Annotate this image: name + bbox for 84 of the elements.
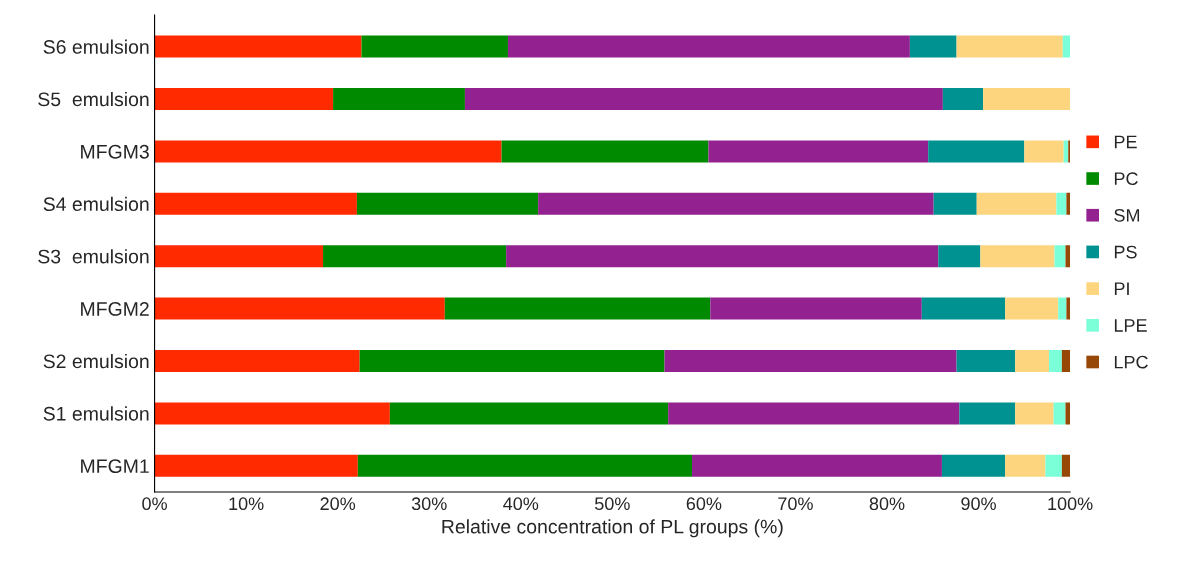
- bar: [1024, 140, 1064, 163]
- bar: [959, 402, 1016, 425]
- bar: [941, 454, 1006, 477]
- legend-label: LPC: [1114, 355, 1148, 369]
- bar: [154, 245, 324, 268]
- bar: [1062, 35, 1071, 58]
- bar: [668, 402, 960, 425]
- legend-label: PC: [1114, 172, 1138, 186]
- bar: [956, 35, 1063, 58]
- legend-label: SM: [1114, 208, 1140, 222]
- bar: [1054, 245, 1066, 268]
- bar: [333, 87, 465, 110]
- bar: [1053, 402, 1066, 425]
- bar: [1066, 297, 1071, 320]
- bar: [976, 192, 1057, 215]
- y-tick-label: S4 emulsion: [43, 196, 149, 212]
- y-tick-label: MFGM2: [81, 302, 149, 316]
- bar: [154, 402, 390, 425]
- bar: [1066, 192, 1071, 215]
- bar: [933, 192, 977, 215]
- x-tick-label: 30%: [411, 497, 447, 511]
- bar: [323, 245, 507, 268]
- y-tick-label: MFGM1: [81, 459, 149, 474]
- bar: [154, 87, 334, 110]
- bar: [928, 140, 1025, 163]
- y-tick-label: S2 emulsion: [43, 353, 149, 369]
- bar: [938, 245, 981, 268]
- bar: [1015, 402, 1054, 425]
- bar: [921, 297, 1006, 320]
- bar: [356, 192, 539, 215]
- bar: [357, 454, 692, 477]
- bar: [1058, 297, 1067, 320]
- x-tick-label: 70%: [778, 497, 813, 511]
- bar: [501, 140, 709, 163]
- bar: [389, 402, 669, 425]
- bar: [1061, 454, 1071, 477]
- legend-label: PS: [1114, 245, 1137, 259]
- x-tick-label: 90%: [961, 497, 996, 511]
- x-tick-label: 80%: [869, 497, 905, 511]
- bar: [909, 35, 957, 58]
- x-tick-label: 40%: [503, 497, 539, 511]
- bar: [708, 140, 929, 163]
- bar: [942, 87, 984, 110]
- legend-label: PI: [1114, 282, 1129, 295]
- bar: [1049, 349, 1062, 372]
- bar: [154, 35, 362, 58]
- bar: [1005, 454, 1046, 477]
- bar: [1045, 454, 1062, 477]
- bar: [444, 297, 711, 320]
- legend-label: LPE: [1114, 319, 1147, 332]
- bar: [361, 35, 508, 58]
- bar: [956, 349, 1016, 372]
- bar: [664, 349, 957, 372]
- bar: [710, 297, 922, 320]
- y-tick-label: S6 emulsion: [43, 39, 149, 54]
- x-tick-label: 10%: [229, 497, 264, 511]
- bar: [154, 349, 360, 372]
- bar: [1056, 192, 1067, 215]
- bar: [1061, 349, 1071, 372]
- bar: [154, 297, 445, 320]
- x-tick-label: 100%: [1048, 497, 1093, 511]
- y-tick-label: S1 emulsion: [43, 406, 149, 421]
- bar: [154, 454, 358, 477]
- x-tick-label: 60%: [686, 497, 722, 511]
- bar: [538, 192, 934, 215]
- y-tick-label: S3 emulsion: [38, 249, 149, 264]
- bar: [1015, 349, 1050, 372]
- x-tick-label: 0%: [142, 497, 167, 511]
- y-tick-label: S5 emulsion: [38, 91, 149, 107]
- bar: [1005, 297, 1059, 320]
- bar: [506, 245, 939, 268]
- bar: [691, 454, 942, 477]
- bar: [359, 349, 665, 372]
- bar: [507, 35, 910, 58]
- bar: [464, 87, 943, 110]
- y-tick-label: MFGM3: [81, 144, 149, 159]
- bar: [154, 192, 357, 215]
- bar: [154, 140, 502, 163]
- bar: [983, 87, 1071, 110]
- x-tick-label: 50%: [594, 497, 630, 511]
- bar: [980, 245, 1055, 268]
- x-axis-title: Relative concentration of PL groups (%): [442, 519, 783, 538]
- legend-label: PE: [1114, 135, 1137, 149]
- x-tick-label: 20%: [320, 497, 356, 511]
